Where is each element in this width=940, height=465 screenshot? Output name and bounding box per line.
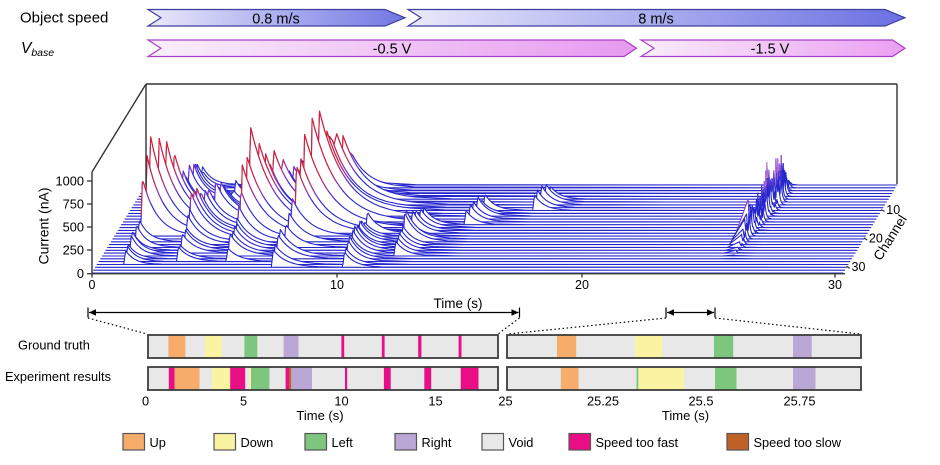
- svg-text:Ground truth: Ground truth: [18, 338, 90, 353]
- svg-text:250: 250: [63, 242, 84, 257]
- svg-text:Time (s): Time (s): [434, 296, 483, 311]
- svg-text:25: 25: [498, 394, 512, 409]
- svg-text:20: 20: [869, 231, 883, 245]
- svg-text:0: 0: [77, 266, 84, 281]
- svg-text:25.25: 25.25: [587, 394, 619, 409]
- svg-text:5: 5: [240, 394, 247, 409]
- svg-text:Speed too slow: Speed too slow: [754, 435, 842, 450]
- svg-text:10: 10: [330, 278, 344, 292]
- svg-text:10: 10: [334, 394, 348, 409]
- svg-text:30: 30: [828, 278, 842, 292]
- svg-text:Up: Up: [150, 435, 166, 450]
- svg-text:-1.5 V: -1.5 V: [751, 42, 790, 58]
- svg-text:Void: Void: [509, 435, 534, 450]
- svg-text:Speed too fast: Speed too fast: [596, 435, 679, 450]
- svg-text:Experiment results: Experiment results: [5, 369, 111, 384]
- svg-text:0: 0: [89, 278, 96, 292]
- svg-text:Time (s): Time (s): [662, 408, 709, 423]
- svg-text:Left: Left: [332, 435, 354, 450]
- svg-text:Current (nA): Current (nA): [36, 187, 52, 264]
- svg-text:30: 30: [852, 260, 866, 274]
- svg-text:Down: Down: [241, 435, 274, 450]
- svg-text:25.5: 25.5: [689, 394, 714, 409]
- svg-text:20: 20: [575, 278, 589, 292]
- svg-text:-0.5 V: -0.5 V: [373, 42, 412, 58]
- svg-text:15: 15: [428, 394, 442, 409]
- svg-text:0: 0: [142, 394, 149, 409]
- svg-text:1000: 1000: [56, 173, 84, 188]
- svg-text:8 m/s: 8 m/s: [638, 12, 673, 28]
- svg-text:25.75: 25.75: [783, 394, 815, 409]
- svg-text:10: 10: [886, 203, 900, 217]
- svg-text:Object speed: Object speed: [20, 10, 108, 27]
- svg-text:Time (s): Time (s): [296, 408, 343, 423]
- svg-text:500: 500: [63, 219, 84, 234]
- svg-text:750: 750: [63, 196, 84, 211]
- svg-text:Right: Right: [422, 435, 452, 450]
- svg-text:0.8 m/s: 0.8 m/s: [252, 12, 300, 28]
